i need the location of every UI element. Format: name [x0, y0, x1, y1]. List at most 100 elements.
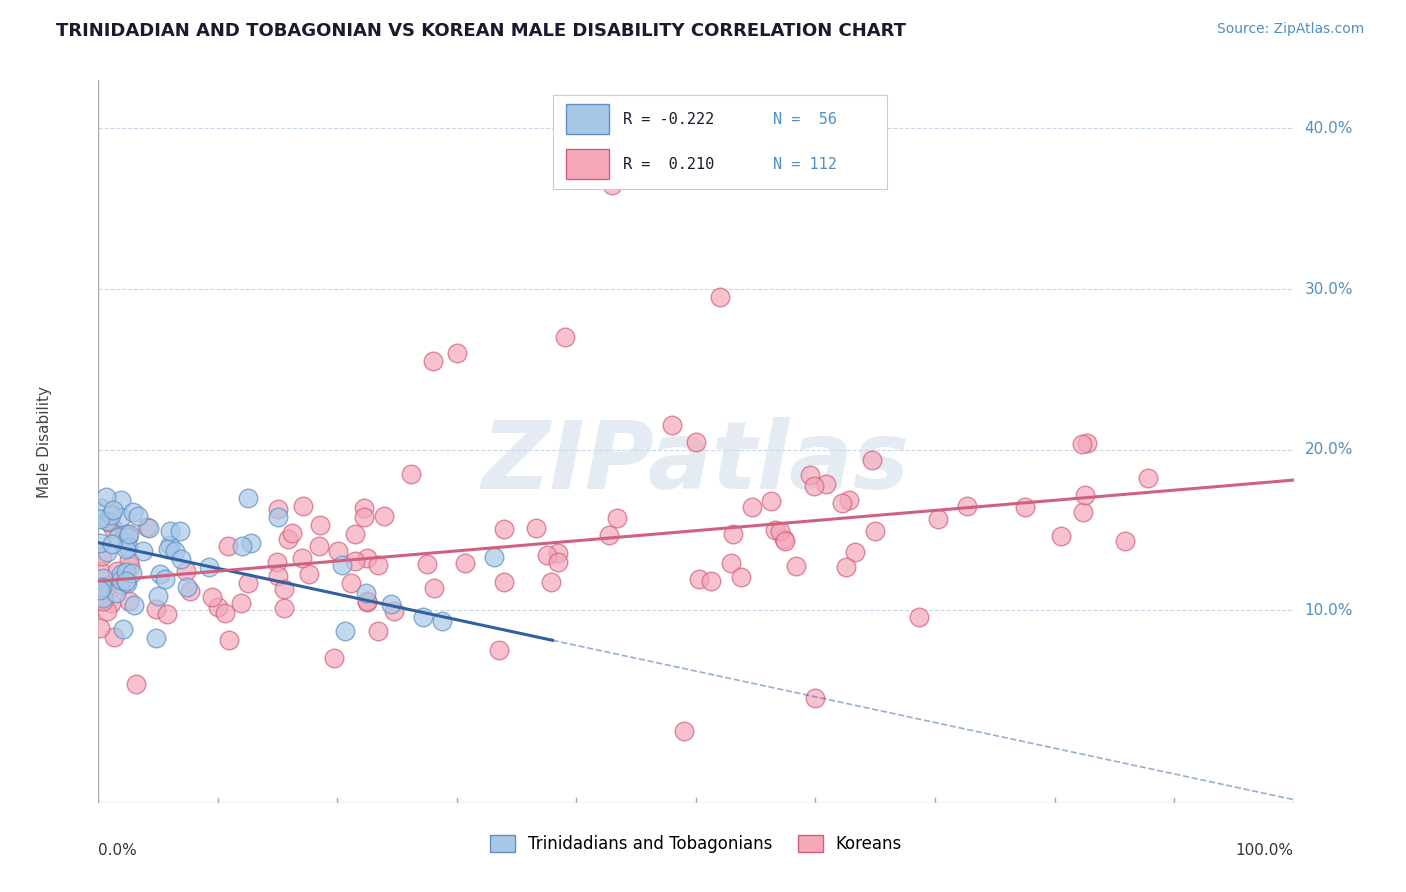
Text: 100.0%: 100.0%	[1236, 843, 1294, 857]
Point	[100, 596, 122, 610]
Point	[91, 549, 114, 564]
Point	[118, 553, 141, 567]
Point	[804, 691, 827, 706]
Point	[201, 591, 224, 605]
Point	[91, 580, 114, 594]
Point	[291, 550, 314, 565]
Point	[416, 557, 439, 571]
Point	[430, 614, 453, 628]
Point	[330, 558, 353, 572]
Point	[536, 548, 558, 562]
Point	[688, 572, 710, 586]
Point	[273, 600, 295, 615]
Point	[117, 540, 139, 554]
Point	[121, 566, 143, 580]
Point	[803, 479, 825, 493]
Point	[1050, 529, 1073, 543]
Point	[93, 571, 115, 585]
Point	[100, 508, 122, 523]
Point	[122, 505, 145, 519]
Point	[730, 570, 752, 584]
Text: Male Disability: Male Disability	[37, 385, 52, 498]
Point	[799, 468, 821, 483]
Point	[110, 577, 132, 591]
Point	[741, 500, 763, 515]
Point	[298, 566, 321, 581]
Text: 10.0%: 10.0%	[1305, 603, 1353, 617]
Point	[148, 590, 170, 604]
Point	[94, 491, 117, 505]
Point	[492, 575, 515, 590]
Point	[482, 549, 505, 564]
Point	[547, 555, 569, 569]
Point	[89, 621, 111, 635]
Point	[89, 511, 111, 525]
Point	[103, 630, 125, 644]
Point	[114, 541, 136, 556]
Point	[1114, 533, 1136, 548]
Point	[115, 575, 138, 590]
Point	[834, 560, 856, 574]
Point	[281, 525, 304, 540]
Point	[157, 541, 180, 556]
Point	[229, 596, 252, 610]
Point	[156, 607, 179, 621]
Point	[110, 510, 132, 524]
Point	[763, 523, 786, 537]
Point	[277, 533, 299, 547]
Point	[773, 533, 796, 548]
Point	[367, 558, 389, 573]
Point	[118, 559, 141, 574]
Point	[838, 493, 860, 508]
Point	[273, 582, 295, 596]
Point	[218, 633, 240, 648]
Point	[356, 595, 378, 609]
Point	[353, 510, 375, 524]
Point	[412, 610, 434, 624]
Point	[547, 546, 569, 560]
Point	[207, 600, 229, 615]
Point	[114, 527, 136, 541]
Point	[382, 604, 405, 618]
Point	[117, 594, 139, 608]
Point	[344, 554, 367, 568]
Point	[179, 584, 201, 599]
Point	[145, 632, 167, 646]
Point	[89, 582, 111, 597]
Point	[492, 522, 515, 536]
Point	[1014, 500, 1036, 515]
Point	[267, 501, 290, 516]
Point	[1074, 488, 1097, 502]
Point	[127, 508, 149, 523]
Point	[308, 539, 330, 553]
Point	[96, 544, 118, 558]
Point	[831, 496, 853, 510]
Point	[214, 606, 236, 620]
Point	[89, 536, 111, 550]
Point	[101, 503, 124, 517]
Point	[174, 564, 197, 578]
Point	[353, 501, 375, 516]
Point	[309, 517, 332, 532]
Point	[105, 586, 128, 600]
Point	[292, 500, 315, 514]
Point	[1076, 436, 1098, 450]
Point	[238, 575, 260, 590]
Text: 30.0%: 30.0%	[1305, 282, 1353, 296]
Point	[236, 491, 259, 506]
Point	[138, 521, 160, 535]
Point	[96, 579, 118, 593]
Point	[1071, 505, 1094, 519]
Point	[115, 574, 138, 589]
Text: ZIPatlas: ZIPatlas	[482, 417, 910, 509]
Point	[145, 602, 167, 616]
Point	[956, 499, 979, 513]
Legend: Trinidadians and Tobagonians, Koreans: Trinidadians and Tobagonians, Koreans	[484, 828, 908, 860]
Point	[333, 624, 356, 638]
Point	[323, 651, 346, 665]
Point	[367, 624, 389, 638]
Text: 0.0%: 0.0%	[98, 843, 138, 857]
Point	[721, 526, 744, 541]
Point	[117, 530, 139, 544]
Point	[159, 538, 181, 552]
